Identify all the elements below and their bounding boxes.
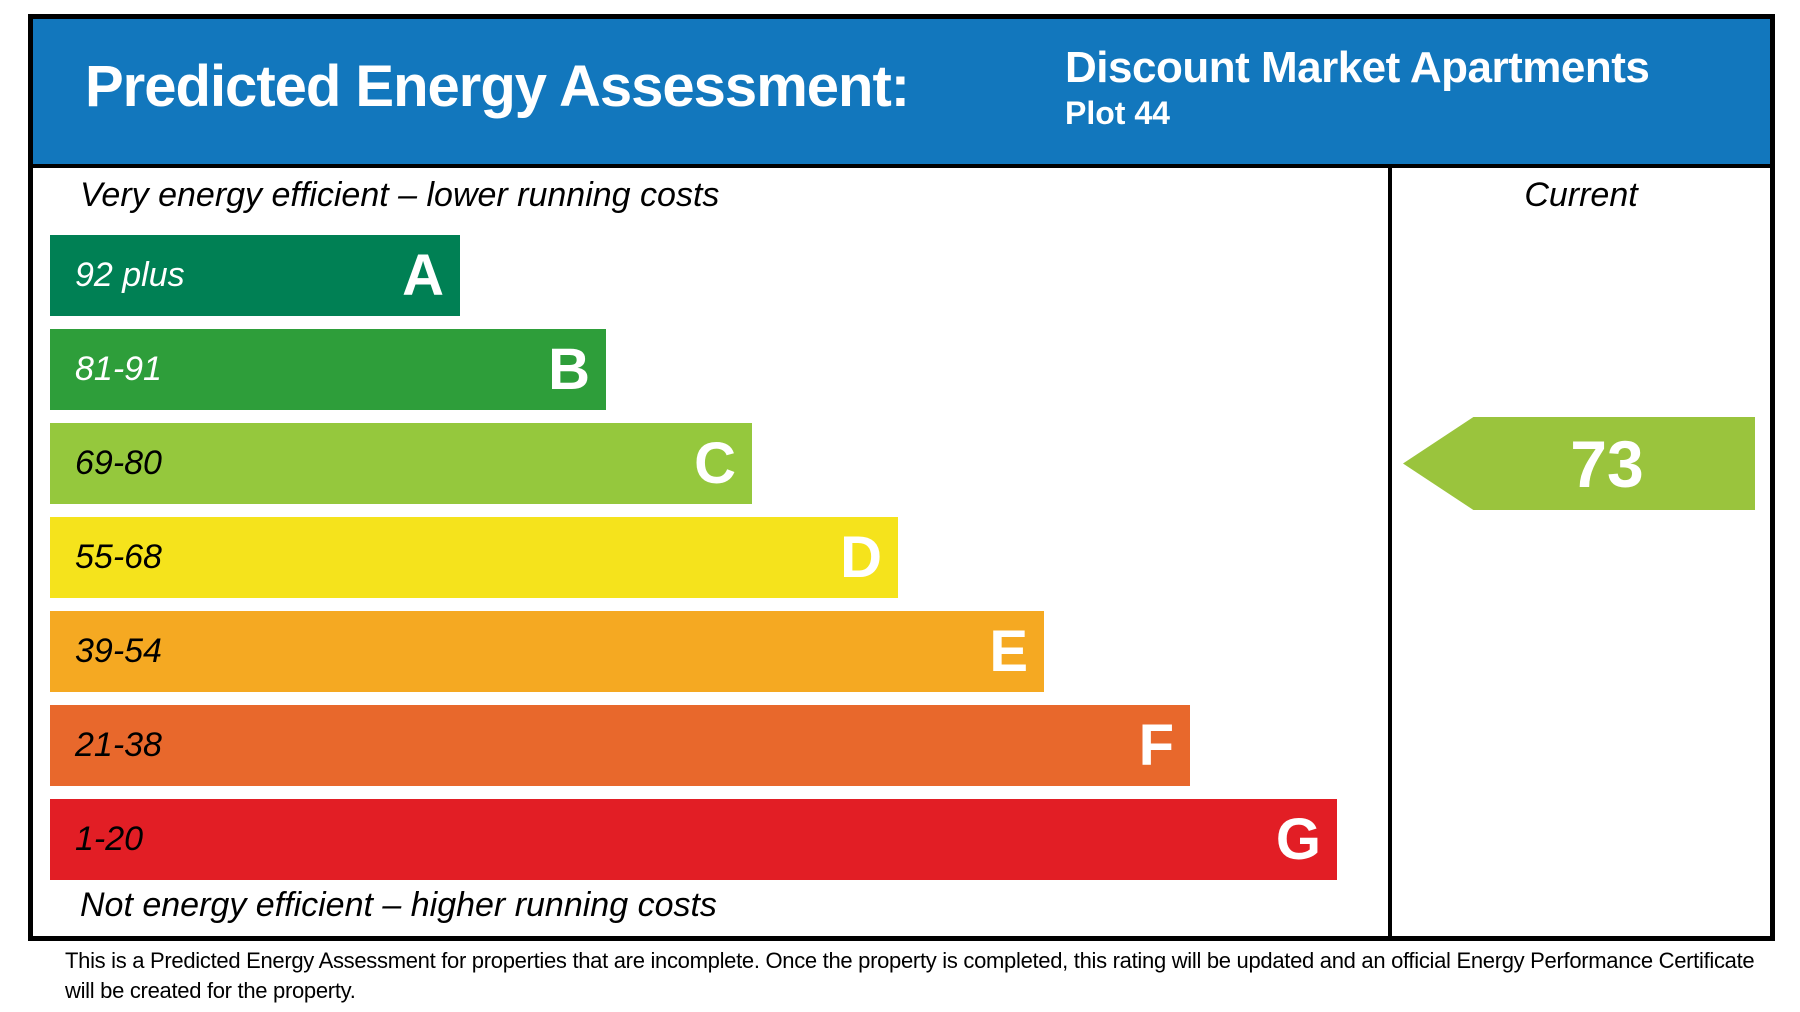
band-range-label: 92 plus: [75, 256, 185, 294]
epc-bands: 92 plus A 81-91 B 69-80 C 55-68 D 39-54 E 21-38 F 1-…: [50, 168, 1390, 936]
property-name: Discount Market Apartments: [1065, 43, 1650, 92]
header-property-block: Discount Market Apartments Plot 44: [1065, 43, 1650, 133]
current-rating-arrow: 73: [1403, 417, 1755, 510]
band-letter: A: [402, 242, 444, 308]
band-range-label: 21-38: [75, 726, 162, 764]
footer-disclaimer: This is a Predicted Energy Assessment fo…: [65, 948, 1755, 1003]
epc-band-row-g: 1-20 G: [50, 799, 1337, 880]
column-divider: [1388, 168, 1392, 936]
band-letter: F: [1138, 712, 1174, 778]
band-letter: C: [694, 430, 736, 496]
epc-band-row-b: 81-91 B: [50, 329, 606, 410]
band-letter: B: [548, 336, 590, 402]
epc-frame: Predicted Energy Assessment: Discount Ma…: [28, 14, 1775, 941]
band-range-label: 39-54: [75, 632, 162, 670]
band-range-label: 81-91: [75, 350, 162, 388]
chart-body: Very energy efficient – lower running co…: [33, 168, 1770, 936]
plot-number: Plot 44: [1065, 95, 1170, 131]
band-letter: E: [989, 618, 1028, 684]
current-column-header: Current: [1524, 176, 1638, 214]
band-letter: D: [840, 524, 882, 590]
band-range-label: 69-80: [75, 444, 162, 482]
bottom-caption: Not energy efficient – higher running co…: [80, 886, 717, 924]
header-band: Predicted Energy Assessment: Discount Ma…: [33, 19, 1770, 168]
band-range-label: 1-20: [75, 820, 144, 858]
epc-band-row-e: 39-54 E: [50, 611, 1044, 692]
epc-band-row-d: 55-68 D: [50, 517, 898, 598]
band-range-label: 55-68: [75, 538, 162, 576]
page-title: Predicted Energy Assessment:: [85, 54, 910, 119]
current-rating-value: 73: [1570, 426, 1644, 501]
current-column: Current 73: [1392, 168, 1770, 936]
epc-band-row-f: 21-38 F: [50, 705, 1190, 786]
epc-band-row-a: 92 plus A: [50, 235, 460, 316]
top-caption: Very energy efficient – lower running co…: [80, 176, 720, 214]
epc-band-row-c: 69-80 C: [50, 423, 752, 504]
band-letter: G: [1275, 806, 1321, 872]
